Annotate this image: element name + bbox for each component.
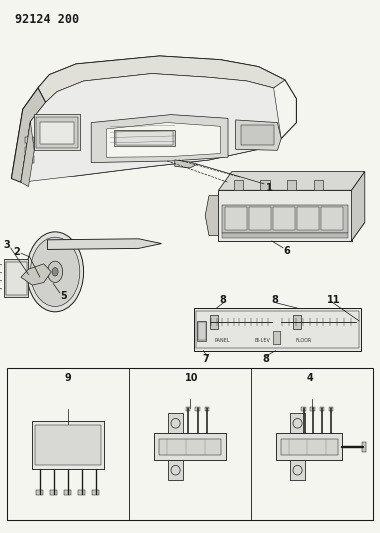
Polygon shape — [205, 196, 218, 236]
Bar — [301, 407, 306, 410]
Bar — [34, 114, 80, 150]
Polygon shape — [21, 122, 34, 187]
Bar — [287, 180, 296, 190]
Bar — [6, 262, 27, 295]
Bar — [32, 421, 104, 469]
Bar — [4, 259, 28, 297]
Bar — [195, 407, 200, 410]
Polygon shape — [21, 74, 281, 182]
Bar — [154, 433, 226, 460]
Bar — [234, 180, 243, 190]
Bar — [260, 180, 270, 190]
Bar — [320, 407, 324, 410]
Bar — [36, 490, 43, 495]
Bar — [25, 156, 34, 163]
Polygon shape — [11, 88, 46, 182]
Bar — [7, 368, 373, 520]
Bar — [168, 413, 183, 433]
Bar — [36, 117, 78, 148]
Text: 4: 4 — [307, 374, 314, 383]
Bar — [159, 439, 221, 455]
Polygon shape — [352, 172, 365, 241]
Bar — [196, 311, 359, 348]
Text: 8: 8 — [272, 295, 279, 304]
Bar — [281, 439, 338, 455]
Circle shape — [52, 268, 58, 276]
Bar — [186, 407, 190, 410]
Bar — [222, 205, 348, 233]
Bar — [168, 460, 183, 480]
Circle shape — [27, 232, 84, 312]
Text: 9: 9 — [65, 374, 71, 383]
Text: 2: 2 — [13, 247, 20, 256]
Bar — [50, 490, 57, 495]
Polygon shape — [106, 123, 220, 157]
Polygon shape — [91, 115, 228, 163]
Bar — [210, 315, 218, 329]
Bar — [92, 490, 99, 495]
Bar — [40, 122, 74, 144]
Bar — [249, 207, 271, 230]
Bar — [205, 407, 209, 410]
Polygon shape — [48, 239, 162, 249]
Bar — [114, 130, 175, 146]
Circle shape — [30, 237, 80, 306]
Bar — [273, 207, 295, 230]
Bar — [362, 442, 366, 451]
Bar — [310, 407, 315, 410]
Text: 8: 8 — [219, 295, 226, 304]
Text: 10: 10 — [185, 374, 199, 383]
Bar — [25, 147, 34, 153]
Bar — [276, 433, 342, 460]
Bar — [321, 207, 343, 230]
Text: BI-LEV: BI-LEV — [254, 337, 270, 343]
Bar — [35, 425, 101, 465]
Bar — [64, 490, 71, 495]
Text: 11: 11 — [327, 295, 340, 304]
Bar — [293, 315, 301, 329]
Bar — [241, 125, 274, 145]
Polygon shape — [21, 264, 51, 285]
Bar — [329, 407, 333, 410]
Polygon shape — [175, 160, 198, 168]
Bar — [194, 308, 361, 351]
Text: 92124 200: 92124 200 — [15, 13, 79, 26]
Bar — [297, 207, 319, 230]
Bar — [25, 137, 34, 143]
Text: 6: 6 — [283, 246, 290, 256]
Circle shape — [48, 261, 63, 282]
Bar — [197, 321, 206, 341]
Polygon shape — [218, 172, 365, 190]
Text: FLOOR: FLOOR — [296, 337, 312, 343]
Text: 8: 8 — [263, 354, 269, 364]
Bar — [222, 233, 348, 238]
Polygon shape — [218, 222, 365, 241]
Text: PANEL: PANEL — [214, 337, 230, 343]
Bar — [225, 207, 247, 230]
Text: 5: 5 — [60, 291, 67, 301]
Polygon shape — [11, 56, 296, 179]
Text: 7: 7 — [203, 354, 209, 364]
Bar — [290, 460, 305, 480]
Polygon shape — [38, 56, 285, 102]
Text: 1: 1 — [266, 183, 273, 192]
Bar — [78, 490, 85, 495]
Bar — [273, 331, 280, 344]
Bar — [314, 180, 323, 190]
Polygon shape — [218, 190, 352, 241]
Polygon shape — [236, 120, 281, 150]
Bar — [198, 322, 206, 340]
Bar — [116, 131, 173, 145]
Bar — [290, 413, 305, 433]
Text: 3: 3 — [3, 240, 10, 250]
